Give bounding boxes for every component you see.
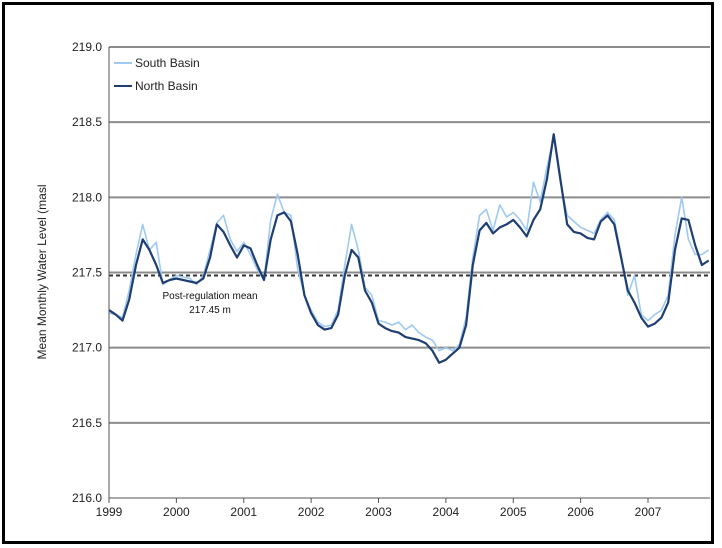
- legend: South Basin North Basin: [114, 56, 200, 93]
- y-tick-label: 218.5: [72, 115, 102, 129]
- y-tick-label: 216.5: [72, 416, 102, 430]
- axes: [108, 47, 710, 499]
- x-tick-label: 1999: [96, 505, 123, 519]
- x-tick-label: 2002: [298, 505, 325, 519]
- x-tick-label: 2000: [163, 505, 190, 519]
- y-axis-label: Mean Monthly Water Level (masl: [35, 185, 49, 360]
- reference-annotation-title: Post-regulation mean: [162, 291, 257, 302]
- x-tick-label: 2005: [500, 505, 527, 519]
- y-tick-label: 218.0: [72, 190, 102, 204]
- reference-annotation-value: 217.45 m: [189, 305, 231, 316]
- gridlines: [109, 46, 710, 424]
- x-tick-label: 2007: [635, 505, 662, 519]
- series-line-north-basin: [108, 133, 710, 364]
- series-group: [108, 133, 710, 364]
- series-line-south-basin: [108, 136, 710, 352]
- x-tick-label: 2001: [230, 505, 257, 519]
- legend-label-south-basin: South Basin: [135, 56, 200, 70]
- y-tick-label: 216.0: [72, 491, 102, 505]
- y-axis-ticks: 216.0 216.5 217.0 217.5 218.0 218.5 219.0: [72, 40, 102, 505]
- x-axis-ticks: 1999 2000 2001 2002 2003 2004 2005 2006 2007: [96, 498, 662, 519]
- y-tick-label: 219.0: [72, 40, 102, 54]
- y-tick-label: 217.0: [72, 341, 102, 355]
- x-tick-label: 2004: [433, 505, 460, 519]
- y-tick-label: 217.5: [72, 266, 102, 280]
- x-tick-label: 2003: [365, 505, 392, 519]
- legend-label-north-basin: North Basin: [135, 79, 198, 93]
- x-tick-label: 2006: [567, 505, 594, 519]
